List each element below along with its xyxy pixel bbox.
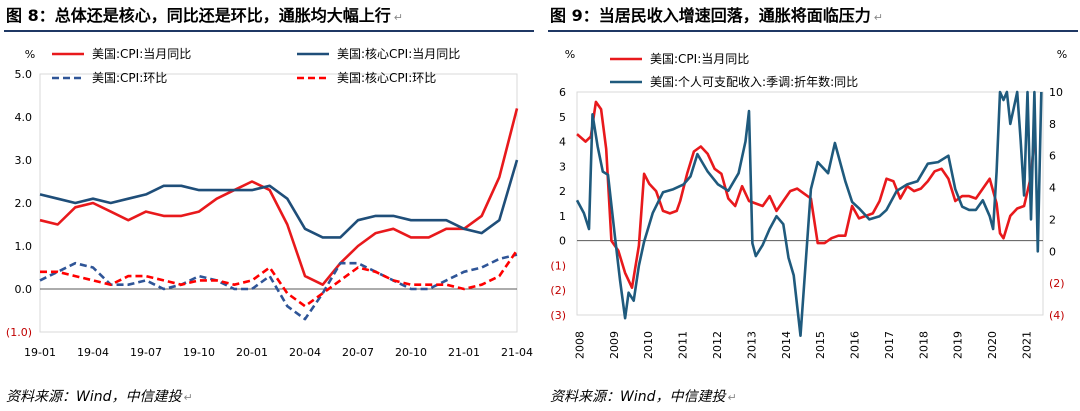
x-tick-label: 2009 (608, 331, 621, 359)
x-tick-label: 2011 (677, 331, 690, 359)
series-line-4 (40, 249, 519, 308)
series-line-3 (39, 253, 518, 321)
right-title-text: 图 9：当居民收入增速回落，通胀将面临压力 (550, 6, 871, 25)
y-tick-label-right: 6 (1049, 150, 1056, 163)
x-tick-label: 2008 (573, 331, 586, 359)
x-tick-label: 19-01 (24, 346, 56, 359)
paragraph-mark-icon: ↵ (873, 11, 883, 24)
y-tick-label-left: 4 (559, 136, 566, 149)
y-tick-label-right: 8 (1049, 118, 1056, 131)
y-tick-label: 5.0 (15, 68, 33, 81)
x-tick-label: 20-01 (236, 346, 268, 359)
x-tick-label: 20-10 (395, 346, 427, 359)
y-tick-label: 1.0 (15, 240, 33, 253)
y-tick-label-right: 10 (1049, 86, 1063, 99)
legend-label-4: 美国:核心CPI:环比 (337, 71, 436, 85)
y-tick-label: 4.0 (15, 111, 33, 124)
x-tick-label: 2013 (745, 331, 758, 359)
y-tick-label: 2.0 (15, 197, 33, 210)
series-line-1 (576, 100, 1036, 290)
left-title-text: 图 8：总体还是核心，同比还是环比，通胀均大幅上行 (6, 6, 391, 25)
y-tick-label-left: (3) (550, 309, 566, 322)
y-tick-label-left: 6 (559, 86, 566, 99)
y-tick-label-right: 4 (1049, 182, 1056, 195)
paragraph-mark-icon: ↵ (183, 391, 193, 404)
legend-label-1: 美国:CPI:当月同比 (650, 52, 749, 66)
paragraph-mark-icon: ↵ (393, 11, 403, 24)
x-tick-label: 21-04 (501, 346, 533, 359)
legend-label-3: 美国:CPI:环比 (92, 71, 167, 85)
y-axis-unit-right: % (1057, 48, 1067, 61)
y-tick-label-right: (2) (1049, 277, 1065, 290)
y-tick-label-left: 0 (559, 235, 566, 248)
right-chart-title: 图 9：当居民收入增速回落，通胀将面临压力 ↵ (550, 2, 883, 26)
x-tick-label: 2016 (849, 331, 862, 359)
y-tick-label-left: 3 (559, 160, 566, 173)
y-tick-label-left: 2 (559, 185, 566, 198)
left-source: 资料来源：Wind，中信建投 ↵ (6, 386, 193, 406)
x-tick-label: 20-07 (342, 346, 374, 359)
left-chart-title: 图 8：总体还是核心，同比还是环比，通胀均大幅上行 ↵ (6, 2, 403, 26)
x-tick-label: 2017 (883, 331, 896, 359)
x-tick-label: 2015 (814, 331, 827, 359)
y-tick-label-left: 1 (559, 210, 566, 223)
y-tick-label-left: 5 (559, 111, 566, 124)
left-source-text: 资料来源：Wind，中信建投 (6, 389, 182, 405)
y-tick-label-right: 0 (1049, 245, 1056, 258)
right-title-rule (548, 30, 1078, 32)
x-tick-label: 2020 (986, 331, 999, 359)
right-source: 资料来源：Wind，中信建投 ↵ (550, 386, 737, 406)
x-tick-label: 2018 (917, 331, 930, 359)
y-axis-unit: % (25, 48, 35, 61)
y-tick-label-left: (2) (550, 284, 566, 297)
x-tick-label: 2019 (952, 331, 965, 359)
x-tick-label: 21-01 (448, 346, 480, 359)
x-tick-label: 2014 (780, 331, 793, 359)
x-tick-label: 19-04 (77, 346, 109, 359)
series-line-2 (575, 90, 1043, 338)
x-tick-label: 2010 (642, 331, 655, 359)
legend-label-2: 美国:核心CPI:当月同比 (337, 47, 460, 61)
y-tick-label: 0.0 (15, 283, 33, 296)
plot-area (39, 73, 518, 333)
left-chart: % (1.0) 0.0 1.0 2.0 3.0 4.0 5.0 19-01 19-04 19-07 1… (6, 47, 533, 359)
y-axis-unit-left: % (565, 48, 575, 61)
legend-label-1: 美国:CPI:当月同比 (92, 47, 191, 61)
y-tick-label: 3.0 (15, 154, 33, 167)
legend-label-2: 美国:个人可支配收入:季调:折年数:同比 (650, 74, 858, 89)
x-tick-label: 19-07 (130, 346, 162, 359)
x-tick-label: 2021 (1021, 331, 1034, 359)
left-title-rule (4, 30, 534, 32)
plot-area (576, 91, 1044, 316)
paragraph-mark-icon: ↵ (727, 391, 737, 404)
y-tick-label-right: (4) (1049, 309, 1065, 322)
series-line-2 (39, 159, 519, 239)
y-tick-label: (1.0) (6, 326, 32, 339)
right-chart: % % (3) (2) (1) 0 1 2 3 4 5 6 (4) (2) 0 2 4 6 8 10 2008 2009 2… (550, 48, 1067, 359)
y-tick-label-left: (1) (550, 259, 566, 272)
series-line-1 (39, 108, 519, 287)
right-source-text: 资料来源：Wind，中信建投 (550, 389, 726, 405)
x-tick-label: 2012 (711, 331, 724, 359)
x-tick-label: 19-10 (183, 346, 215, 359)
y-tick-label-right: 2 (1049, 213, 1056, 226)
x-tick-label: 20-04 (289, 346, 321, 359)
